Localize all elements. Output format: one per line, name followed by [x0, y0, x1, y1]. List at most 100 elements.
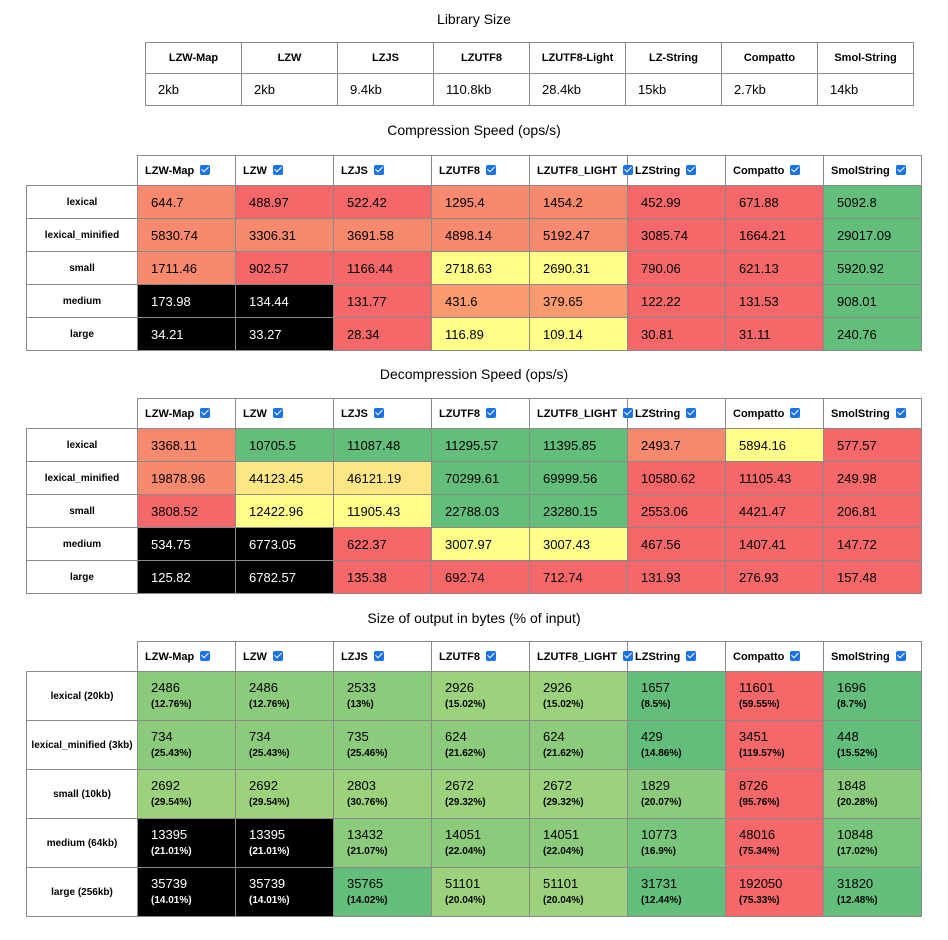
col-label: LZJS	[341, 407, 368, 420]
checkbox-icon[interactable]	[686, 650, 697, 661]
byte-count: 2692	[249, 778, 278, 793]
value-cell: 3085.74	[627, 218, 726, 252]
checkbox-icon[interactable]	[272, 407, 283, 418]
checkbox-icon[interactable]	[200, 164, 211, 175]
value-cell: 48016 (75.34%)	[725, 818, 824, 868]
value-cell: 902.57	[235, 251, 334, 285]
checkbox-icon[interactable]	[623, 650, 634, 661]
library-size-title: Library Size	[437, 11, 511, 27]
col-header-compatto: Compatto	[725, 398, 824, 429]
table-header-row: LZW-Map LZW LZJS LZUTF8 LZUTF8_LIGHT LZS…	[27, 641, 922, 672]
col-header-lzutf8-light: LZUTF8_LIGHT	[529, 398, 634, 429]
table-row: lexical_minified 5830.74 3306.31 3691.58…	[26, 218, 922, 252]
lib-value: 28.4kb	[529, 73, 626, 106]
value-cell: 1829 (20.07%)	[627, 769, 726, 819]
checkbox-icon[interactable]	[485, 407, 496, 418]
col-label: LZUTF8_LIGHT	[537, 164, 618, 177]
row-label: lexical	[26, 185, 138, 219]
value-cell: 1696 (8.7%)	[823, 671, 922, 721]
compression-speed-table: LZW-Map LZW LZJS LZUTF8 LZUTF8_LIGHT LZS…	[26, 155, 922, 351]
lib-value: 2kb	[241, 73, 338, 106]
percent: (30.76%)	[347, 797, 388, 808]
percent: (21.01%)	[249, 846, 290, 857]
checkbox-icon[interactable]	[895, 650, 906, 661]
percent: (12.76%)	[151, 699, 192, 710]
col-header-lzutf8-light: LZUTF8_LIGHT	[529, 641, 634, 672]
checkbox-icon[interactable]	[373, 164, 384, 175]
value-cell: 30.81	[627, 317, 726, 351]
value-cell: 2672 (29.32%)	[529, 769, 628, 819]
value-cell: 1407.41	[725, 527, 824, 561]
checkbox-icon[interactable]	[272, 164, 283, 175]
decompression-speed-table: LZW-Map LZW LZJS LZUTF8 LZUTF8_LIGHT LZS…	[26, 398, 922, 594]
value-cell: 33.27	[235, 317, 334, 351]
byte-count: 35739	[249, 876, 286, 891]
byte-count: 8726	[739, 778, 768, 793]
checkbox-icon[interactable]	[895, 164, 906, 175]
checkbox-icon[interactable]	[373, 650, 384, 661]
col-header-compatto: Compatto	[725, 155, 824, 186]
checkbox-icon[interactable]	[485, 164, 496, 175]
percent: (22.04%)	[543, 846, 584, 857]
value-cell: 5920.92	[823, 251, 922, 285]
value-cell: 122.22	[627, 284, 726, 318]
percent: (8.7%)	[837, 699, 867, 710]
checkbox-icon[interactable]	[272, 650, 283, 661]
checkbox-icon[interactable]	[790, 407, 801, 418]
byte-count: 31731	[641, 876, 678, 891]
col-header-lzw: LZW	[235, 641, 334, 672]
checkbox-icon[interactable]	[623, 407, 634, 418]
value-cell: 11295.57	[431, 428, 530, 462]
lib-value: 9.4kb	[337, 73, 434, 106]
value-cell: 31.11	[725, 317, 824, 351]
col-header-smolstring: SmolString	[823, 398, 922, 429]
value-cell: 69999.56	[529, 461, 628, 495]
value-cell: 2692 (29.54%)	[235, 769, 334, 819]
value-cell: 908.01	[823, 284, 922, 318]
value-cell: 2486 (12.76%)	[235, 671, 334, 721]
percent: (14.86%)	[641, 748, 682, 759]
checkbox-icon[interactable]	[485, 650, 496, 661]
col-header-lzstring: LZString	[627, 155, 726, 186]
value-cell: 10705.5	[235, 428, 334, 462]
byte-count: 10848	[837, 827, 874, 842]
col-label: SmolString	[831, 164, 890, 177]
compression-speed-title: Compression Speed (ops/s)	[387, 122, 561, 138]
checkbox-icon[interactable]	[373, 407, 384, 418]
col-label: LZString	[635, 650, 681, 663]
percent: (8.5%)	[641, 699, 671, 710]
row-label: small (10kb)	[26, 769, 138, 819]
checkbox-icon[interactable]	[623, 164, 634, 175]
checkbox-icon[interactable]	[200, 407, 211, 418]
value-cell: 734 (25.43%)	[235, 720, 334, 770]
percent: (119.57%)	[739, 748, 785, 759]
byte-count: 734	[151, 729, 173, 744]
percent: (14.02%)	[347, 895, 388, 906]
value-cell: 31731 (12.44%)	[627, 867, 726, 917]
byte-count: 1696	[837, 680, 866, 695]
percent: (15.02%)	[445, 699, 486, 710]
percent: (15.02%)	[543, 699, 584, 710]
col-label: LZString	[635, 164, 681, 177]
checkbox-icon[interactable]	[895, 407, 906, 418]
value-cell: 249.98	[823, 461, 922, 495]
checkbox-icon[interactable]	[790, 650, 801, 661]
lib-value: 15kb	[625, 73, 722, 106]
lib-header: LZUTF8-Light	[529, 42, 626, 74]
col-header-smolstring: SmolString	[823, 641, 922, 672]
checkbox-icon[interactable]	[686, 407, 697, 418]
byte-count: 14051	[445, 827, 482, 842]
value-cell: 452.99	[627, 185, 726, 219]
percent: (25.46%)	[347, 748, 388, 759]
value-cell: 621.13	[725, 251, 824, 285]
percent: (20.04%)	[445, 895, 486, 906]
checkbox-icon[interactable]	[790, 164, 801, 175]
col-label: LZString	[635, 407, 681, 420]
value-cell: 31820 (12.48%)	[823, 867, 922, 917]
percent: (21.07%)	[347, 846, 388, 857]
col-header-compatto: Compatto	[725, 641, 824, 672]
checkbox-icon[interactable]	[200, 650, 211, 661]
byte-count: 13395	[249, 827, 286, 842]
checkbox-icon[interactable]	[686, 164, 697, 175]
col-label: Compatto	[733, 650, 785, 663]
